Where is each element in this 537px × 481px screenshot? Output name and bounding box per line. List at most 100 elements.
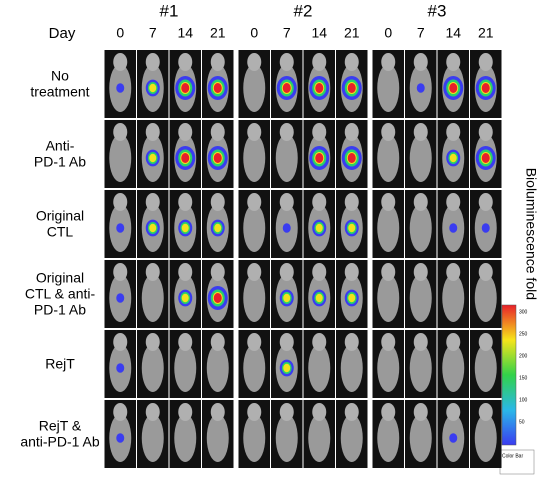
mouse-head	[113, 193, 128, 211]
mouse-body	[377, 274, 400, 322]
mouse-body	[474, 414, 497, 462]
mouse-body	[206, 414, 229, 462]
mouse-head	[279, 263, 294, 281]
mouse-body	[409, 274, 432, 322]
signal	[481, 153, 490, 163]
signal	[116, 293, 125, 303]
color-bar-caption: Color Bar	[502, 453, 523, 459]
mouse-head	[279, 403, 294, 421]
row-label: CTL	[47, 224, 74, 240]
mouse-body	[409, 134, 432, 182]
signal	[315, 83, 324, 93]
day-label: 7	[283, 25, 291, 41]
mouse-head	[113, 403, 128, 421]
mouse-head	[178, 193, 193, 211]
mouse-head	[145, 53, 160, 71]
mouse-body	[243, 344, 266, 392]
signal	[416, 83, 425, 93]
signal	[282, 83, 291, 93]
mouse-head	[312, 263, 327, 281]
day-label: 21	[210, 25, 226, 41]
mouse-head	[413, 333, 428, 351]
mouse-head	[178, 333, 193, 351]
mouse-head	[178, 53, 193, 71]
signal	[283, 363, 291, 373]
signal	[181, 83, 190, 93]
day-label: 21	[344, 25, 360, 41]
group-label: #3	[428, 1, 447, 20]
color-bar-tick: 250	[519, 331, 528, 337]
color-bar-tick: 50	[519, 419, 525, 425]
mouse-body	[141, 274, 164, 322]
mouse-head	[381, 53, 396, 71]
signal	[348, 293, 356, 303]
mouse-head	[413, 263, 428, 281]
day-label: 7	[149, 25, 157, 41]
mouse-head	[312, 193, 327, 211]
signal	[181, 223, 189, 233]
mouse-body	[174, 414, 197, 462]
mouse-head	[344, 123, 359, 141]
mouse-head	[413, 193, 428, 211]
mouse-head	[312, 403, 327, 421]
mouse-body	[377, 344, 400, 392]
mouse-head	[145, 193, 160, 211]
mouse-head	[478, 53, 493, 71]
signal	[449, 83, 458, 93]
mouse-head	[145, 333, 160, 351]
mouse-head	[210, 193, 225, 211]
color-bar-box	[499, 449, 535, 475]
mouse-body	[340, 344, 363, 392]
signal	[315, 223, 323, 233]
mouse-head	[279, 193, 294, 211]
mouse-body	[141, 414, 164, 462]
row-label: PD-1 Ab	[34, 154, 86, 170]
mouse-head	[446, 53, 461, 71]
row-label: Anti-	[46, 138, 75, 154]
signal	[315, 153, 324, 163]
mouse-head	[446, 123, 461, 141]
mouse-head	[446, 403, 461, 421]
mouse-body	[243, 274, 266, 322]
signal	[481, 223, 490, 233]
color-bar-title: Bioluminescence fold	[523, 168, 537, 300]
mouse-body	[275, 134, 298, 182]
row-label: Original	[36, 270, 84, 286]
mouse-head	[279, 123, 294, 141]
signal	[347, 83, 356, 93]
mouse-head	[247, 123, 262, 141]
mouse-head	[247, 193, 262, 211]
mouse-head	[312, 123, 327, 141]
mouse-body	[275, 414, 298, 462]
day-label: 0	[116, 25, 124, 41]
mouse-head	[145, 263, 160, 281]
mouse-body	[243, 414, 266, 462]
mouse-head	[247, 53, 262, 71]
signal	[282, 223, 291, 233]
signal	[149, 223, 157, 233]
mouse-body	[474, 274, 497, 322]
mouse-body	[243, 64, 266, 112]
mouse-head	[279, 53, 294, 71]
mouse-head	[145, 123, 160, 141]
mouse-head	[113, 53, 128, 71]
color-bar-tick: 200	[519, 353, 528, 359]
color-bar	[501, 304, 517, 446]
signal	[149, 153, 157, 163]
mouse-head	[446, 333, 461, 351]
mouse-head	[381, 333, 396, 351]
mouse-body	[377, 134, 400, 182]
mouse-body	[377, 414, 400, 462]
mouse-head	[478, 403, 493, 421]
color-bar-tick: 100	[519, 397, 528, 403]
mouse-head	[344, 403, 359, 421]
mouse-head	[478, 333, 493, 351]
mouse-head	[478, 263, 493, 281]
mouse-head	[344, 53, 359, 71]
mouse-head	[446, 193, 461, 211]
mouse-head	[145, 403, 160, 421]
mouse-head	[413, 403, 428, 421]
row-label: RejT &	[39, 418, 82, 434]
mouse-head	[312, 333, 327, 351]
